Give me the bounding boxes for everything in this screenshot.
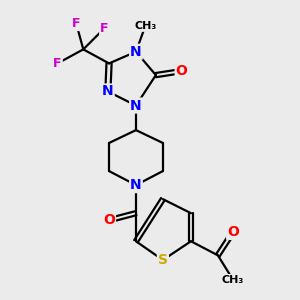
Text: N: N	[130, 98, 142, 112]
Text: O: O	[227, 225, 239, 239]
Text: F: F	[100, 22, 109, 35]
Text: N: N	[130, 178, 142, 192]
Text: S: S	[158, 253, 168, 267]
Text: CH₃: CH₃	[134, 21, 156, 31]
Text: O: O	[176, 64, 188, 78]
Text: N: N	[130, 45, 142, 59]
Text: F: F	[53, 57, 62, 70]
Text: CH₃: CH₃	[222, 275, 244, 285]
Text: O: O	[103, 213, 115, 227]
Text: N: N	[102, 85, 114, 98]
Text: F: F	[72, 17, 80, 30]
